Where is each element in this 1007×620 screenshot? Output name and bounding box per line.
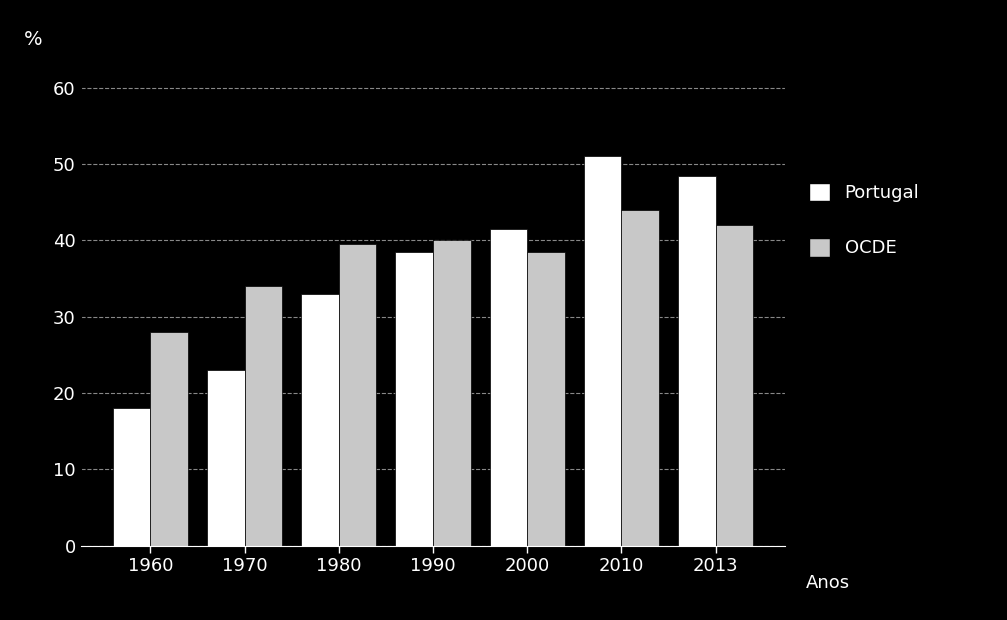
Bar [678,175,716,546]
Bar [489,229,528,546]
Bar [396,252,433,546]
Bar [621,210,660,546]
Bar [584,156,621,546]
Text: Anos: Anos [806,574,850,592]
Bar [301,294,338,546]
Bar [528,252,565,546]
Bar [338,244,377,546]
Bar [716,225,753,546]
Text: %: % [24,30,42,49]
Legend: Portugal, OCDE: Portugal, OCDE [809,183,919,257]
Bar [150,332,188,546]
Bar [433,241,470,546]
Bar [113,408,150,546]
Bar [245,286,282,546]
Bar [206,370,245,546]
